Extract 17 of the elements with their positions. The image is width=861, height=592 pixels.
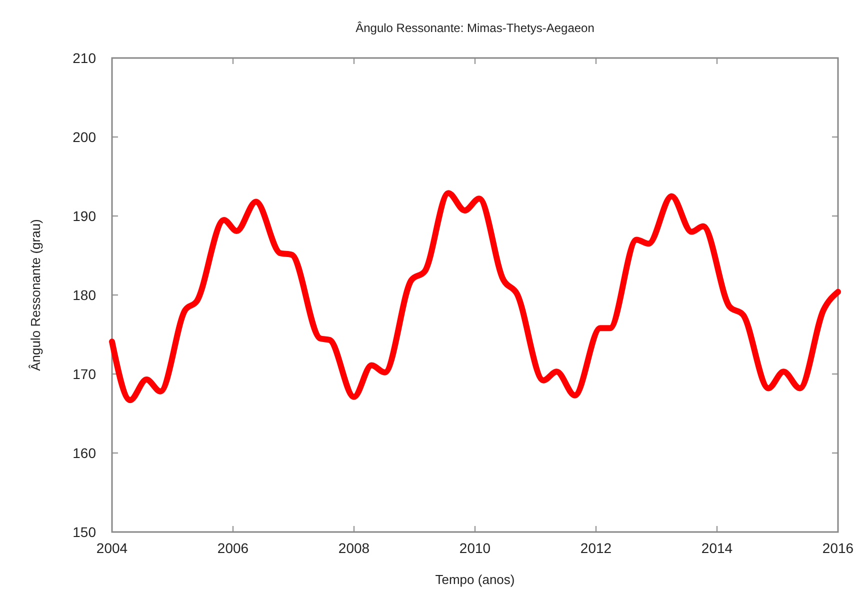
y-tick-label: 170 — [72, 366, 96, 382]
x-tick-label: 2016 — [822, 540, 854, 556]
chart-title: Ângulo Ressonante: Mimas-Thetys-Aegaeon — [356, 21, 594, 35]
x-tick-label: 2014 — [701, 540, 733, 556]
x-tick-label: 2008 — [338, 540, 370, 556]
x-tick-label: 2010 — [459, 540, 491, 556]
y-tick-label: 160 — [72, 444, 96, 461]
x-tick-label: 2012 — [580, 540, 612, 556]
y-tick-label: 180 — [72, 286, 96, 303]
x-tick-label: 2004 — [96, 540, 128, 556]
y-tick-label: 210 — [72, 50, 96, 66]
y-tick-label: 200 — [72, 128, 96, 145]
x-axis-title: Tempo (anos) — [435, 572, 515, 587]
x-tick-label: 2006 — [217, 540, 249, 556]
y-axis-title: Ângulo Ressonante (grau) — [28, 219, 43, 371]
y-tick-label: 190 — [72, 208, 96, 224]
y-tick-label: 150 — [72, 524, 96, 540]
